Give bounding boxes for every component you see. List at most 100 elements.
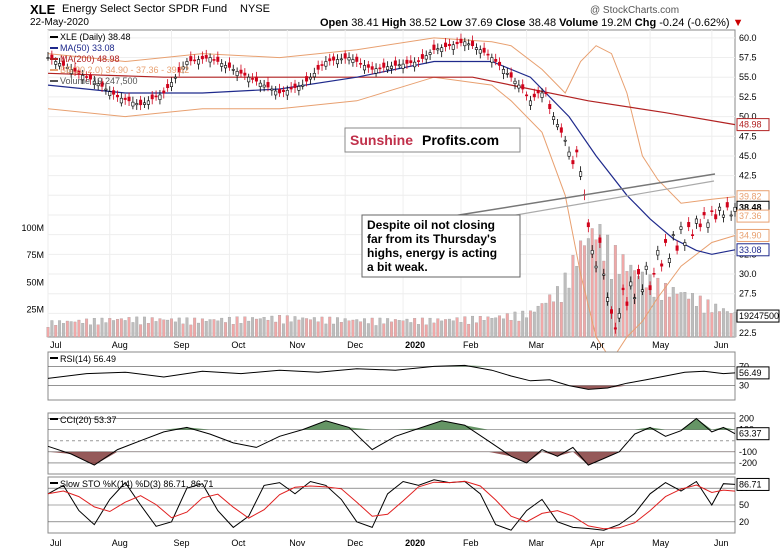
- volume-bar: [262, 317, 266, 338]
- main-x-tick-label: Aug: [112, 340, 128, 350]
- fund-name: Energy Select Sector SPDR Fund: [62, 3, 228, 15]
- volume-bar: [143, 316, 146, 338]
- candle-body: [424, 55, 428, 60]
- candle-body: [61, 60, 65, 66]
- candle-body: [247, 76, 251, 83]
- price-tick-label: 47.5: [739, 131, 757, 141]
- candle-body: [231, 69, 235, 71]
- candle-body: [347, 57, 351, 61]
- price-tag-label: 38.48: [739, 202, 762, 212]
- candle-body: [239, 69, 243, 74]
- volume-bar: [721, 308, 725, 338]
- volume-bar: [274, 321, 278, 338]
- volume-bar: [451, 320, 455, 338]
- volume-bar: [355, 319, 359, 338]
- volume-bar: [575, 266, 579, 338]
- candle-body: [440, 47, 444, 52]
- volume-bar: [667, 296, 671, 338]
- candle-body: [193, 59, 197, 62]
- volume-bar: [710, 312, 714, 338]
- candle-body: [158, 94, 162, 100]
- price-tag-box: [736, 243, 770, 257]
- candle-body: [617, 313, 621, 319]
- volume-bar: [629, 264, 633, 338]
- candle-body: [115, 94, 119, 98]
- candle-body: [405, 59, 409, 64]
- candle-body: [598, 237, 602, 243]
- bottom-x-tick-label: Dec: [347, 538, 364, 548]
- volume-bar: [417, 324, 420, 338]
- volume-bar: [494, 317, 498, 338]
- bottom-x-tick-label: Jun: [714, 538, 729, 548]
- volume-bar: [127, 317, 131, 338]
- volume-bar: [590, 228, 594, 338]
- price-tag-box: [736, 228, 770, 242]
- candle-body: [536, 89, 540, 94]
- volume-bar: [270, 315, 274, 338]
- volume-bar: [347, 320, 351, 338]
- candle-body: [197, 59, 201, 65]
- rsi-frame: [47, 351, 736, 401]
- candle-body: [513, 80, 517, 84]
- volume-bar: [393, 319, 397, 338]
- volume-bar: [339, 322, 343, 338]
- candle-body: [58, 63, 62, 67]
- candle-body: [463, 41, 467, 47]
- rsi-line: [47, 364, 736, 390]
- volume-bar: [208, 319, 212, 338]
- candle-body: [185, 61, 189, 65]
- sto-tick-label: 50: [739, 500, 749, 510]
- candle-body: [498, 61, 502, 66]
- candle-body: [189, 56, 193, 62]
- volume-bar: [285, 315, 289, 338]
- candle-body: [378, 67, 382, 70]
- close-value: 38.48: [528, 17, 557, 29]
- candle-body: [714, 214, 718, 220]
- candle-body: [667, 257, 671, 263]
- volume-bar: [702, 312, 706, 338]
- candle-body: [563, 139, 567, 142]
- volume-bar: [413, 318, 417, 338]
- volume-bar: [382, 323, 386, 338]
- candle-body: [220, 63, 224, 67]
- bottom-x-tick-label: Apr: [590, 538, 604, 548]
- volume-bar: [409, 322, 413, 338]
- volume-bar: [336, 317, 339, 338]
- volume-bar: [247, 320, 251, 338]
- volume-bar: [104, 322, 108, 338]
- volume-bar: [563, 272, 567, 338]
- candle-body: [729, 214, 733, 217]
- candle-body: [335, 59, 339, 65]
- volume-bar: [189, 324, 193, 338]
- candle-body: [528, 100, 532, 106]
- volume-bar: [220, 317, 224, 338]
- volume-bar: [316, 321, 320, 338]
- candle-body: [146, 100, 150, 105]
- bb-lower-line: [47, 76, 736, 362]
- volume-bar: [528, 310, 532, 338]
- low-value: 37.69: [464, 17, 493, 29]
- candle-body: [606, 297, 610, 302]
- candle-body: [505, 72, 509, 75]
- volume-bar: [46, 327, 50, 338]
- volume-bar: [61, 323, 65, 338]
- candle-body: [104, 88, 108, 91]
- volume-bar: [135, 316, 139, 338]
- volume-axis-label: 75M: [26, 250, 44, 260]
- candle-body: [436, 48, 440, 51]
- volume-bar: [598, 224, 602, 338]
- volume-bar: [432, 322, 436, 338]
- candle-body: [648, 285, 652, 291]
- price-tick-label: 22.5: [739, 328, 757, 338]
- annotation-line: a bit weak.: [367, 260, 428, 274]
- candle-body: [170, 82, 174, 88]
- candle-body: [270, 88, 274, 91]
- volume-bar: [204, 321, 208, 338]
- candle-body: [293, 83, 297, 89]
- volume-bar: [139, 324, 143, 338]
- cci-tag-label: 63.37: [739, 429, 762, 439]
- watermark: @ StockCharts.com: [590, 5, 680, 16]
- volume-bar: [54, 325, 58, 338]
- candle-body: [471, 40, 475, 47]
- candle-body: [555, 124, 559, 128]
